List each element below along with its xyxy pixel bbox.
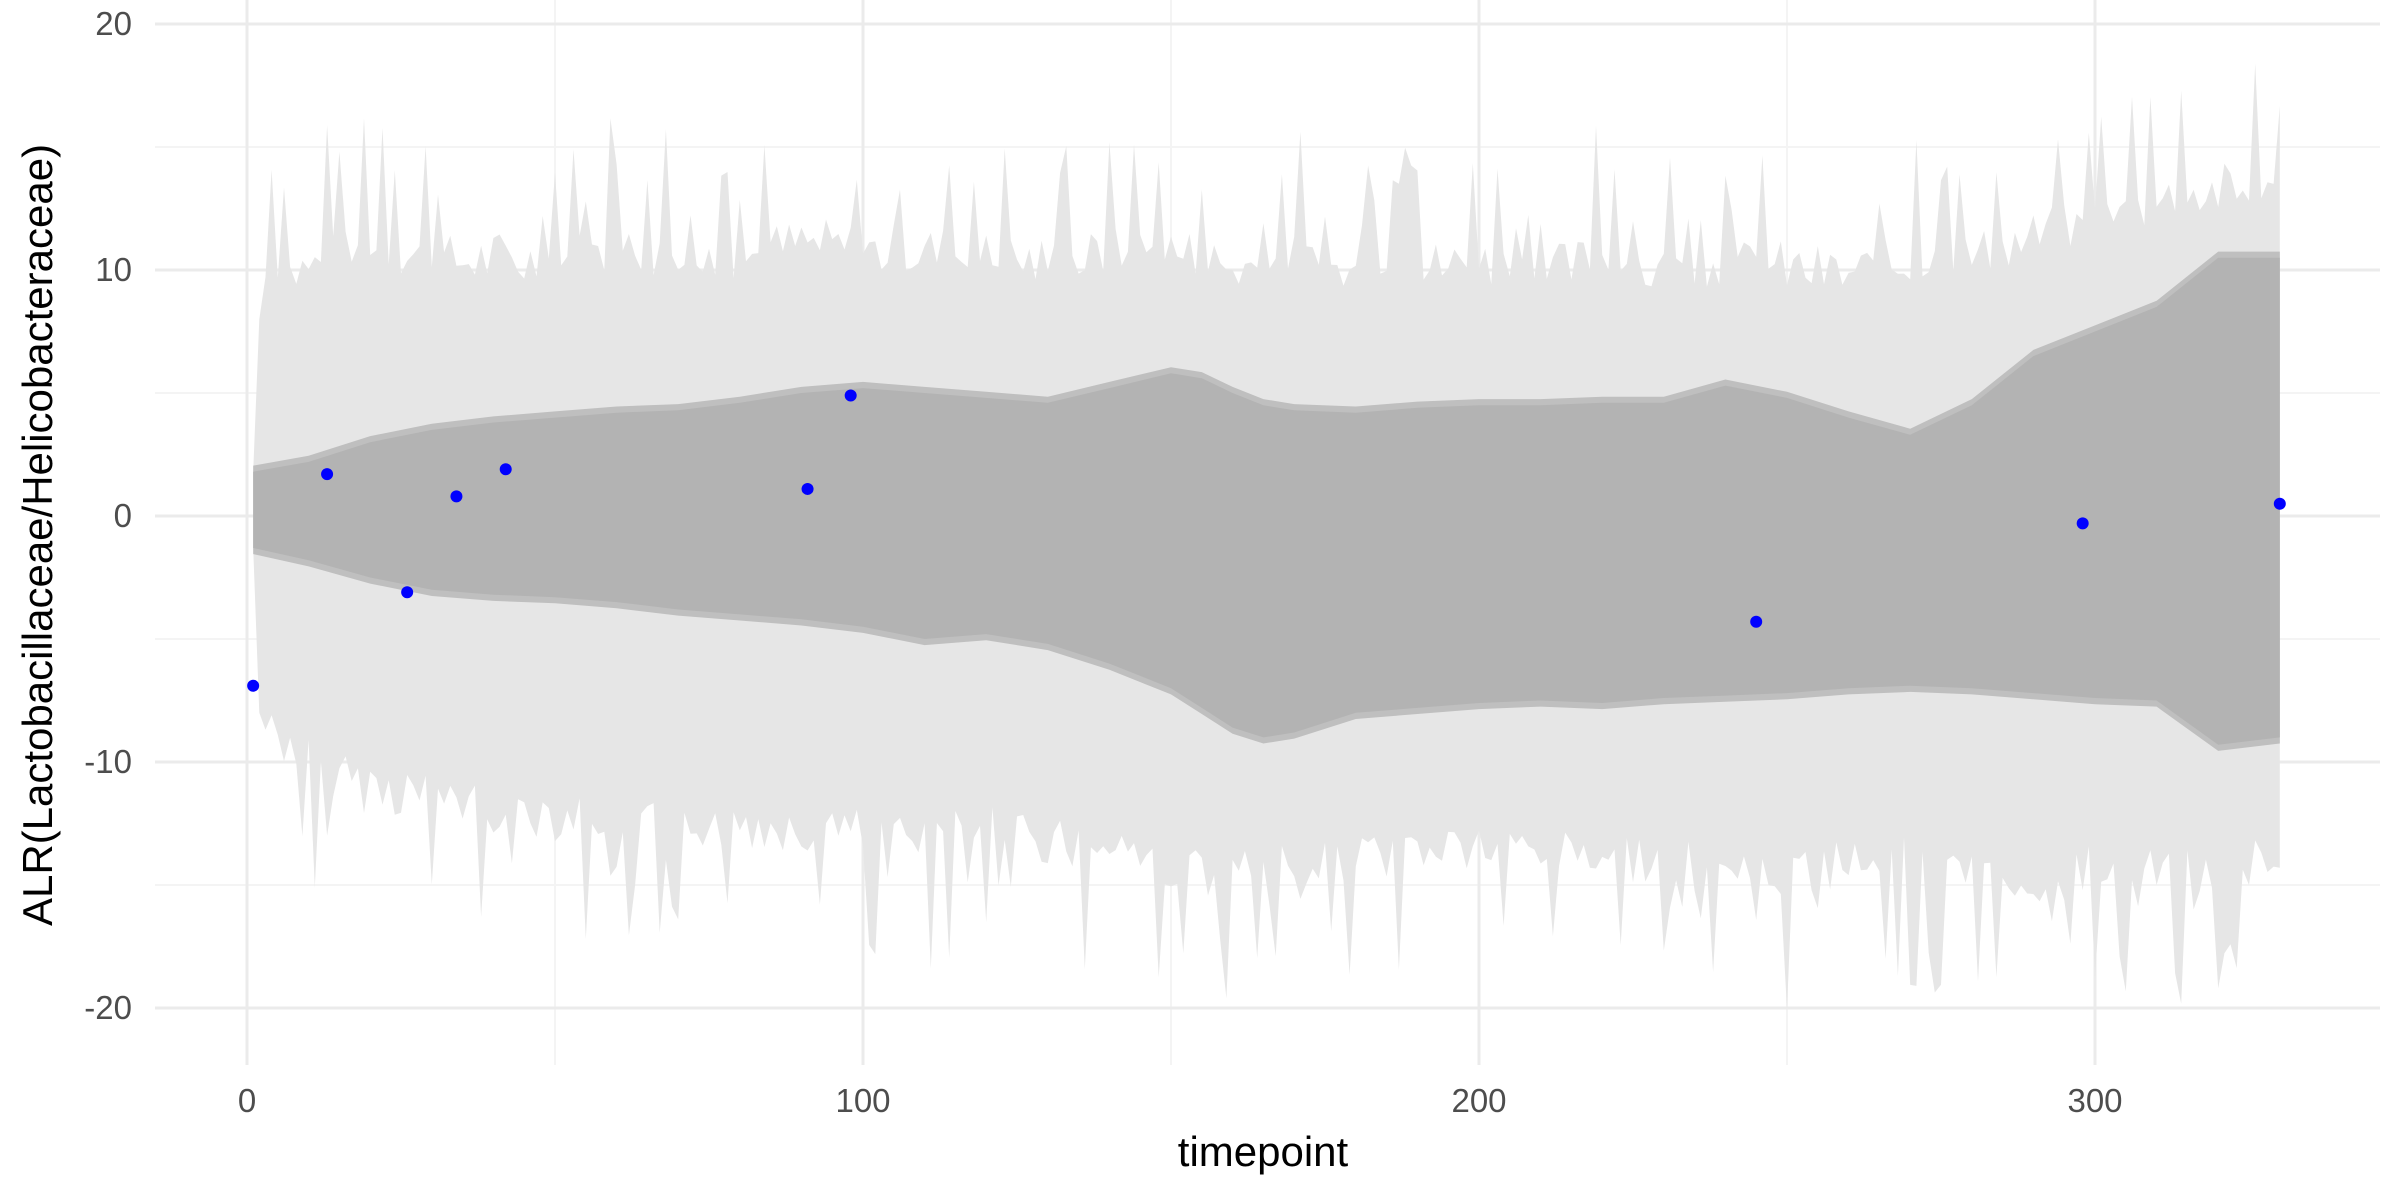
data-point xyxy=(2273,497,2286,510)
data-point xyxy=(2076,517,2089,530)
data-point xyxy=(401,586,414,599)
y-axis-title: ALR(Lactobacillaceae/Helicobacteraceae) xyxy=(14,144,61,926)
x-axis-title: timepoint xyxy=(1178,1128,1349,1175)
y-axis-tick-labels: -20 -10 0 10 20 xyxy=(84,5,132,1026)
data-point xyxy=(499,463,512,476)
x-tick-label: 200 xyxy=(1451,1082,1506,1119)
observed-points xyxy=(247,389,2286,692)
data-point xyxy=(844,389,857,402)
x-axis-tick-labels: 0 100 200 300 xyxy=(238,1082,2123,1119)
y-tick-label: -20 xyxy=(84,989,132,1026)
inner-credible-band xyxy=(253,257,2280,745)
data-point xyxy=(247,679,260,692)
y-tick-label: -10 xyxy=(84,743,132,780)
credible-bands xyxy=(253,63,2280,1010)
data-point xyxy=(1750,615,1763,628)
data-point xyxy=(801,482,814,495)
x-tick-label: 100 xyxy=(835,1082,890,1119)
data-point xyxy=(321,468,334,481)
y-tick-label: 10 xyxy=(95,251,132,288)
data-point xyxy=(450,490,463,503)
y-tick-label: 20 xyxy=(95,5,132,42)
x-tick-label: 300 xyxy=(2067,1082,2122,1119)
x-tick-label: 0 xyxy=(238,1082,256,1119)
y-tick-label: 0 xyxy=(114,497,132,534)
